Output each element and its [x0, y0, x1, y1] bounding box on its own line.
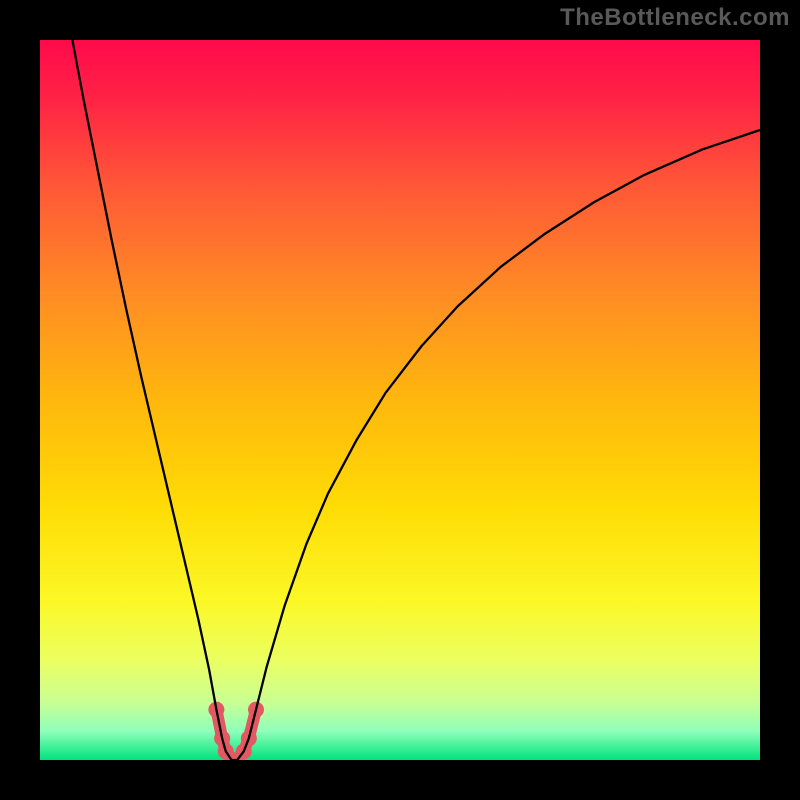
chart-background — [40, 40, 760, 760]
image-root: TheBottleneck.com — [0, 0, 800, 800]
watermark-text: TheBottleneck.com — [560, 4, 790, 32]
chart-svg — [40, 40, 760, 760]
plot-area — [40, 40, 760, 760]
